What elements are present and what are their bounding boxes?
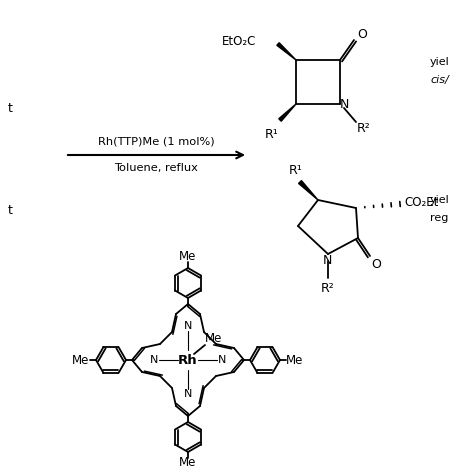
Text: N: N (339, 98, 349, 110)
Text: Me: Me (205, 331, 223, 345)
Text: R¹: R¹ (265, 128, 279, 140)
Text: t: t (8, 101, 13, 115)
Text: R²: R² (321, 282, 335, 294)
Polygon shape (277, 43, 296, 60)
Text: EtO₂C: EtO₂C (222, 35, 256, 47)
Text: t: t (8, 203, 13, 217)
Text: CO₂Et: CO₂Et (405, 195, 439, 209)
Text: yiel: yiel (430, 195, 450, 205)
Text: Me: Me (73, 354, 90, 366)
Text: O: O (357, 27, 367, 40)
Polygon shape (299, 181, 318, 200)
Text: N: N (150, 355, 158, 365)
Text: N: N (184, 389, 192, 399)
Text: R¹: R¹ (289, 164, 303, 176)
Text: cis/: cis/ (430, 75, 449, 85)
Text: Me: Me (179, 456, 197, 470)
Polygon shape (279, 104, 296, 121)
Text: Me: Me (179, 250, 197, 264)
Text: N: N (322, 254, 332, 266)
Text: reg: reg (430, 213, 448, 223)
Text: Me: Me (286, 354, 304, 366)
Text: Rh(TTP)Me (1 mol%): Rh(TTP)Me (1 mol%) (98, 137, 215, 147)
Text: yiel: yiel (430, 57, 450, 67)
Text: Toluene, reflux: Toluene, reflux (115, 163, 199, 173)
Text: O: O (371, 257, 381, 271)
Text: N: N (218, 355, 226, 365)
Text: R²: R² (357, 121, 371, 135)
Text: N: N (184, 321, 192, 331)
Text: Rh: Rh (178, 354, 198, 366)
